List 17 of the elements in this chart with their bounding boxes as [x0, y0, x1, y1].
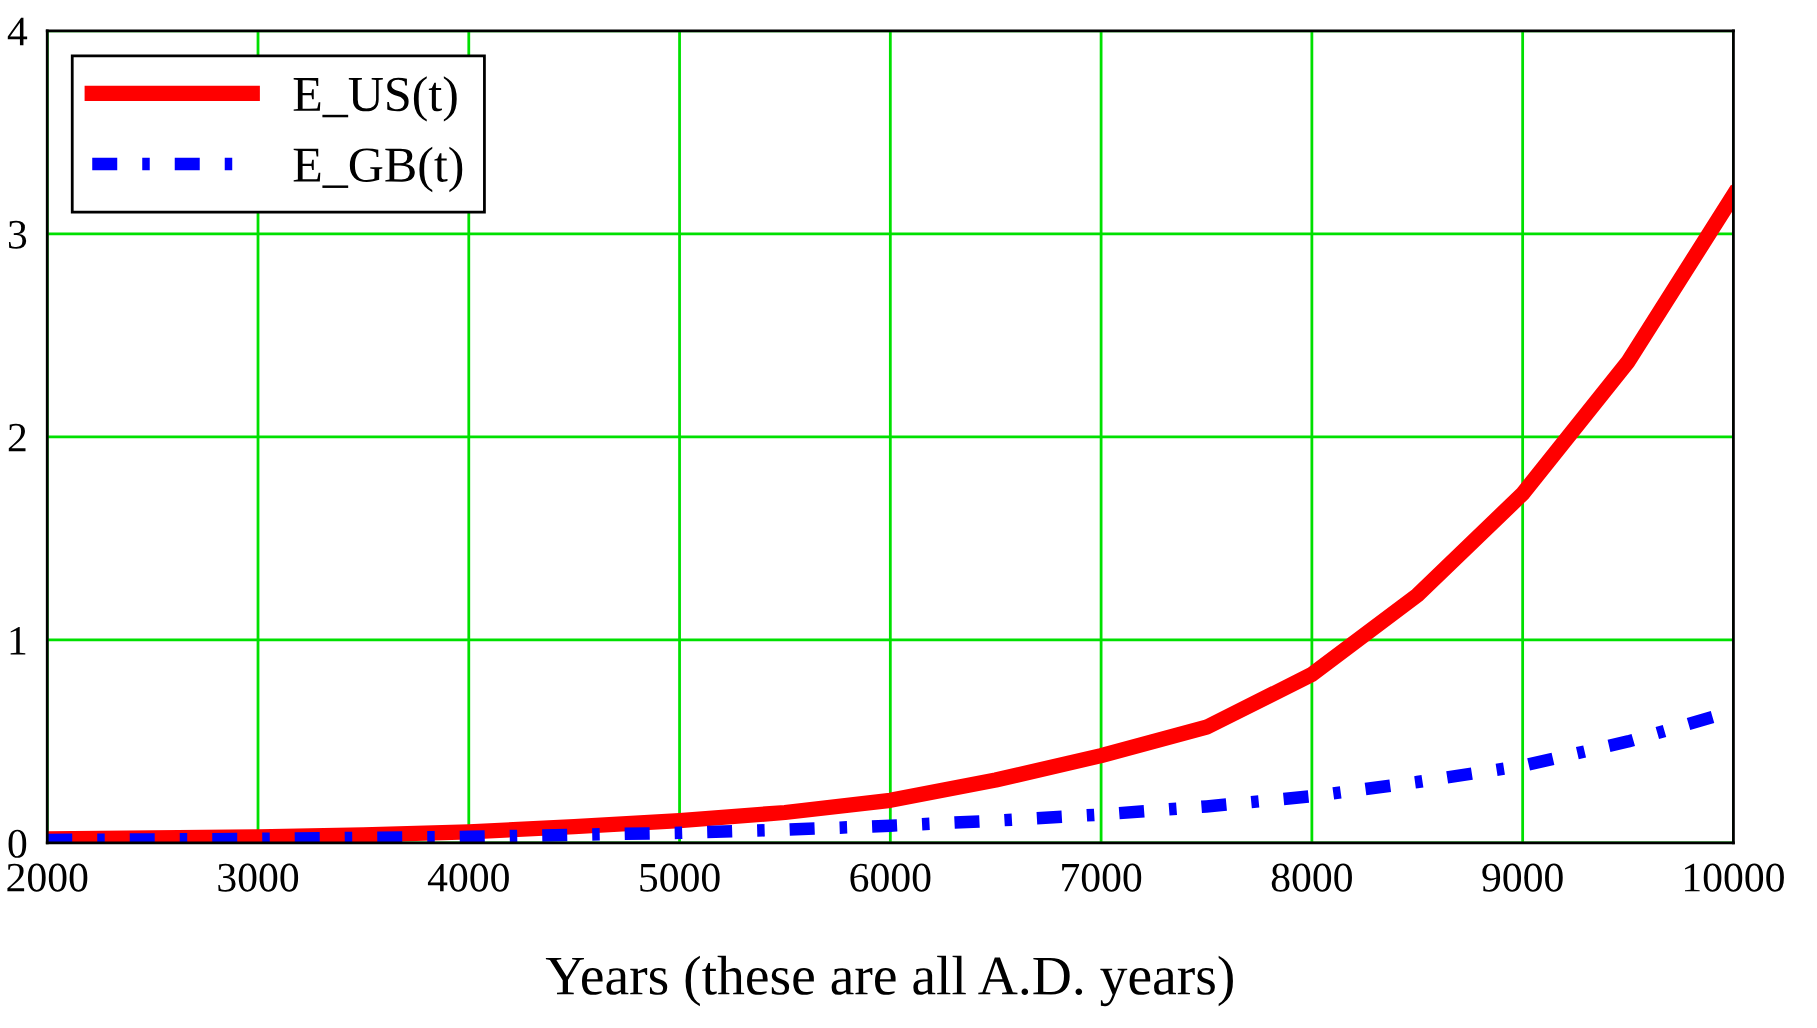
x-tick-label: 9000 [1482, 863, 1563, 892]
legend-label: E_US(t) [293, 76, 457, 122]
y-tick-label: 4 [7, 17, 28, 46]
y-tick-label: 1 [10, 626, 26, 655]
y-tick-label: 0 [8, 829, 27, 858]
x-tick-label: 7000 [1062, 863, 1142, 892]
x-tick-label: 2000 [7, 863, 88, 892]
x-tick-label: 5000 [640, 863, 720, 892]
x-axis-title: Years (these are all A.D. years) [545, 955, 1233, 1007]
x-tick-label: 6000 [850, 863, 931, 892]
x-tick-label: 8000 [1271, 863, 1352, 892]
y-tick-label: 3 [8, 220, 27, 249]
legend-label: E_GB(t) [293, 146, 463, 193]
x-tick-label: 4000 [427, 863, 509, 892]
x-tick-label: 3000 [218, 863, 299, 892]
y-tick-label: 2 [8, 423, 26, 452]
x-tick-label: 10000 [1685, 863, 1784, 892]
